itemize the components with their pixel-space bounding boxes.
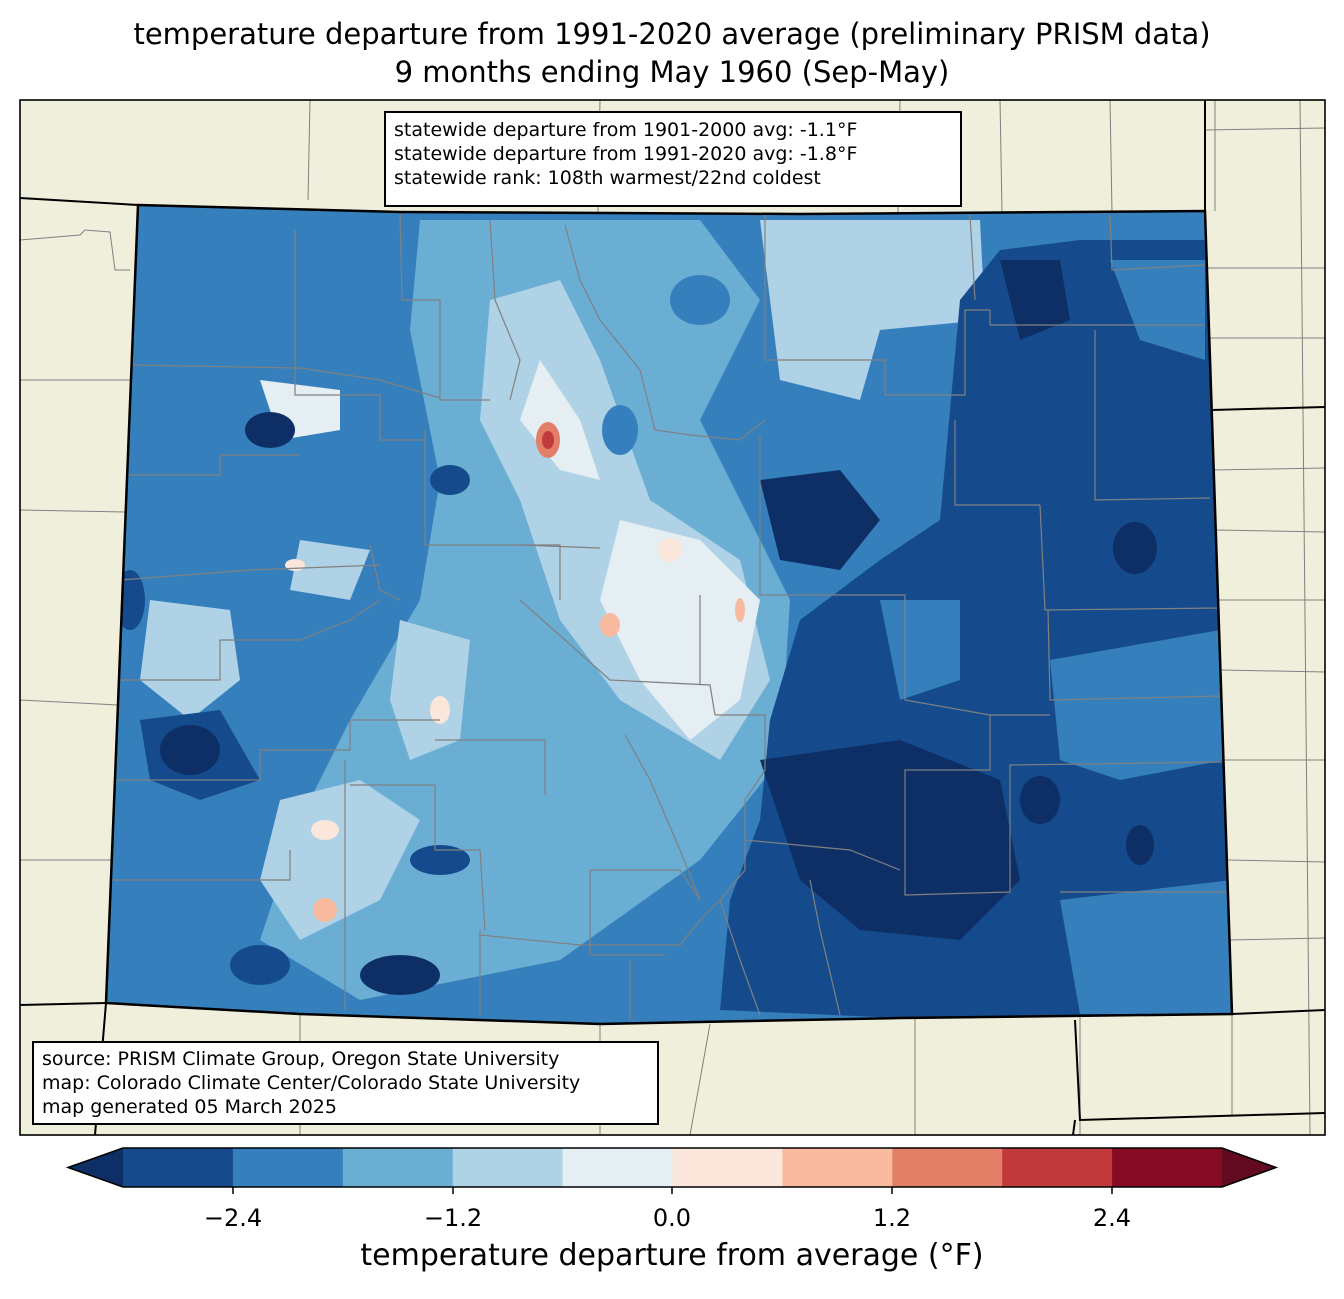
- colorbar-segment: [672, 1148, 783, 1187]
- neighbor-state-borders: [19, 100, 1326, 1136]
- map-title-line1: temperature departure from 1991-2020 ave…: [133, 17, 1211, 51]
- colorbar-extend-low: [68, 1148, 123, 1187]
- colorbar-segment: [782, 1148, 893, 1187]
- map-frame: [19, 99, 1326, 1136]
- stats-line-1901-2000: statewide departure from 1901-2000 avg: …: [394, 119, 858, 141]
- colorbar-segment: [123, 1148, 234, 1187]
- colorbar-tick-label: −1.2: [423, 1204, 483, 1232]
- colorbar-segment: [562, 1148, 673, 1187]
- colorbar-ticks: [232, 1187, 1113, 1194]
- colorbar-segment: [892, 1148, 1003, 1187]
- colorbar-segment: [1002, 1148, 1113, 1187]
- colorado-state-border: [104, 203, 1234, 1026]
- map-title-line2: 9 months ending May 1960 (Sep-May): [394, 55, 950, 89]
- colorbar-segment: [452, 1148, 564, 1187]
- colorbar-tick-label: 0.0: [652, 1204, 692, 1232]
- colorbar-tick-label: −2.4: [203, 1204, 263, 1232]
- source-box: source: PRISM Climate Group, Oregon Stat…: [32, 1041, 659, 1125]
- source-line-prism: source: PRISM Climate Group, Oregon Stat…: [42, 1048, 560, 1070]
- source-line-generated: map generated 05 March 2025: [42, 1096, 337, 1118]
- colorbar-segment: [342, 1148, 454, 1187]
- temperature-field: [106, 205, 1232, 1024]
- colorbar-tick-label: 2.4: [1092, 1204, 1132, 1232]
- county-lines: [112, 211, 1230, 1020]
- stats-line-1991-2020: statewide departure from 1991-2020 avg: …: [394, 143, 858, 165]
- colorbar-label: temperature departure from average (°F): [360, 1238, 984, 1273]
- colorbar-tick-label: 1.2: [872, 1204, 912, 1232]
- statewide-stats-box: statewide departure from 1901-2000 avg: …: [384, 111, 962, 207]
- colorbar-extend-high: [1222, 1148, 1276, 1187]
- colorbar-segments: [65, 1147, 1279, 1188]
- colorbar-segment: [232, 1148, 344, 1187]
- stats-line-rank: statewide rank: 108th warmest/22nd colde…: [394, 167, 821, 189]
- source-line-map: map: Colorado Climate Center/Colorado St…: [42, 1072, 581, 1094]
- colorbar-outline: [65, 1147, 1279, 1188]
- colorbar-segment: [1112, 1148, 1223, 1187]
